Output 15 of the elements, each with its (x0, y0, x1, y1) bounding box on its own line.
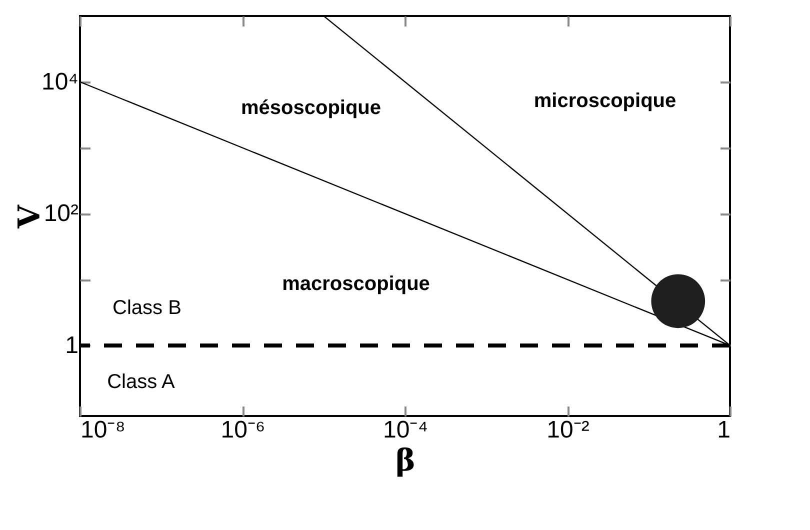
x-tick-label: 10⁻² (546, 416, 590, 444)
x-tick-label: 10⁻⁶ (220, 416, 266, 444)
y-axis-title: Λ (9, 204, 44, 229)
x-tick-label: 10⁻⁸ (80, 416, 126, 444)
annotation: macroscopique (282, 273, 430, 295)
x-axis-title: β (396, 444, 416, 478)
y-tick-label: 1 (65, 332, 78, 359)
annotation: Class B (112, 297, 182, 319)
x-tick-label: 1 (717, 416, 730, 444)
x-tick-label: 10⁻⁴ (382, 416, 428, 444)
y-tick-label: 10⁴ (41, 68, 78, 96)
annotation: Class A (107, 371, 176, 393)
y-tick-label: 10² (44, 200, 79, 228)
annotation: microscopique (534, 90, 676, 112)
annotation: mésoscopique (240, 97, 382, 119)
